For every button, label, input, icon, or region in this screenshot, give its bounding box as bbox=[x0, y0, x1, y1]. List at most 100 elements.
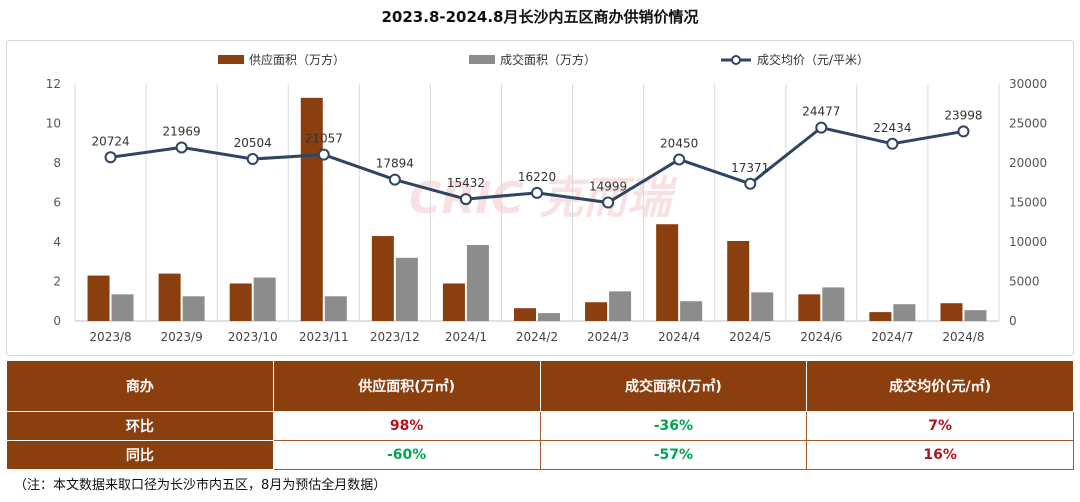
table-row: 环比 98% -36% 7% bbox=[6, 411, 1074, 441]
price-point bbox=[602, 196, 615, 209]
watermark: CRIC 克而瑞 bbox=[409, 173, 678, 224]
x-tick-label: 2024/2 bbox=[516, 330, 558, 344]
x-tick-label: 2024/7 bbox=[871, 330, 913, 344]
bar-supply bbox=[585, 302, 608, 321]
bar-supply bbox=[158, 273, 181, 321]
x-tick-label: 2023/9 bbox=[161, 330, 203, 344]
bar-supply bbox=[514, 308, 536, 321]
legend-swatch-deal bbox=[469, 55, 495, 64]
table-row: 同比 -60% -57% 16% bbox=[6, 440, 1074, 470]
bar-supply bbox=[798, 294, 821, 321]
bar-supply bbox=[442, 283, 465, 321]
legend-marker-price bbox=[731, 55, 741, 65]
price-point bbox=[246, 153, 259, 166]
x-tick-label: 2024/3 bbox=[587, 330, 629, 344]
bar-deal bbox=[751, 292, 774, 321]
bar-deal bbox=[324, 296, 347, 321]
y-left-tick-label: 10 bbox=[46, 117, 61, 131]
price-data-label: 14999 bbox=[589, 180, 627, 194]
price-point bbox=[388, 173, 401, 186]
price-point bbox=[175, 141, 188, 154]
price-data-label: 24477 bbox=[802, 105, 840, 119]
legend-swatch-supply bbox=[218, 55, 244, 64]
y-right-tick-label: 25000 bbox=[1009, 117, 1047, 131]
bar-supply bbox=[371, 236, 394, 321]
table-header-cell: 供应面积(万㎡) bbox=[272, 360, 541, 412]
footnote: （注：本文数据来取口径为长沙市内五区，8月为预估全月数据） bbox=[14, 478, 387, 493]
price-data-label: 22434 bbox=[873, 121, 911, 135]
table-header-cell: 成交面积(万㎡) bbox=[539, 360, 808, 412]
bar-supply bbox=[656, 224, 679, 321]
price-point bbox=[957, 125, 970, 138]
bar-supply bbox=[940, 303, 963, 321]
chart-title: 2023.8-2024.8月长沙内五区商办供销价情况 bbox=[381, 8, 699, 26]
bar-deal bbox=[538, 313, 560, 321]
price-data-label: 20724 bbox=[91, 134, 129, 148]
row-label-yoy: 同比 bbox=[6, 440, 274, 470]
y-right-tick-label: 20000 bbox=[1009, 156, 1047, 170]
x-tick-label: 2024/6 bbox=[800, 330, 842, 344]
price-data-label: 17371 bbox=[731, 161, 769, 175]
x-tick-label: 2023/10 bbox=[228, 330, 278, 344]
x-tick-label: 2024/4 bbox=[658, 330, 700, 344]
table-cell: 7% bbox=[806, 411, 1074, 441]
bar-deal bbox=[111, 294, 134, 321]
x-tick-label: 2023/12 bbox=[370, 330, 420, 344]
bar-deal bbox=[466, 244, 489, 321]
y-right-tick-label: 5000 bbox=[1009, 275, 1040, 289]
y-left-tick-label: 6 bbox=[53, 196, 61, 210]
bar-deal bbox=[964, 310, 987, 321]
y-right-tick-label: 30000 bbox=[1009, 77, 1047, 91]
price-point bbox=[815, 121, 828, 134]
price-point bbox=[531, 186, 543, 199]
bar-supply bbox=[229, 283, 252, 321]
y-left-tick-label: 8 bbox=[53, 156, 61, 170]
row-label-mom: 环比 bbox=[6, 411, 274, 441]
bar-deal bbox=[822, 287, 845, 321]
price-data-label: 20504 bbox=[234, 136, 272, 150]
x-tick-label: 2023/11 bbox=[299, 330, 349, 344]
y-left-tick-label: 0 bbox=[53, 314, 61, 328]
y-left-tick-label: 12 bbox=[46, 77, 61, 91]
bar-supply bbox=[87, 275, 110, 321]
price-data-label: 23998 bbox=[944, 108, 982, 122]
y-left-tick-label: 4 bbox=[53, 235, 61, 249]
table-cell: 16% bbox=[806, 440, 1074, 470]
table-cell: 98% bbox=[272, 411, 541, 441]
price-point bbox=[104, 151, 117, 164]
table-header-cell: 成交均价(元/㎡) bbox=[806, 360, 1074, 412]
y-right-tick-label: 10000 bbox=[1009, 235, 1047, 249]
x-tick-label: 2024/5 bbox=[729, 330, 771, 344]
bar-deal bbox=[609, 291, 632, 321]
table-header-cell: 商办 bbox=[6, 360, 274, 412]
price-point bbox=[459, 193, 472, 206]
table-cell: -60% bbox=[272, 440, 541, 470]
x-tick-label: 2024/1 bbox=[445, 330, 487, 344]
price-point bbox=[886, 137, 899, 150]
legend-label-supply: 供应面积（万方） bbox=[249, 52, 345, 67]
bar-deal bbox=[395, 257, 418, 321]
legend-label-price: 成交均价（元/平米） bbox=[757, 52, 869, 67]
y-right-tick-label: 0 bbox=[1009, 314, 1017, 328]
bar-deal bbox=[182, 296, 205, 321]
price-point bbox=[744, 177, 757, 190]
table-header-row: 商办 供应面积(万㎡) 成交面积(万㎡) 成交均价(元/㎡) bbox=[6, 360, 1074, 412]
price-point bbox=[673, 153, 686, 166]
price-data-label: 17894 bbox=[376, 157, 414, 171]
table-cell: -57% bbox=[539, 440, 808, 470]
price-data-label: 16220 bbox=[518, 170, 556, 184]
price-data-label: 21057 bbox=[305, 132, 343, 146]
legend-label-deal: 成交面积（万方） bbox=[500, 52, 596, 67]
bar-deal bbox=[680, 301, 703, 321]
bar-deal bbox=[893, 304, 916, 321]
y-left-tick-label: 2 bbox=[53, 275, 61, 289]
bar-deal bbox=[253, 277, 276, 321]
x-tick-label: 2024/8 bbox=[942, 330, 984, 344]
bar-supply bbox=[727, 241, 750, 321]
table-cell: -36% bbox=[539, 411, 808, 441]
combo-chart: CRIC 克而瑞 0 2 4 6 8 10 12 0 5000 10000 15000 20000 250… bbox=[46, 52, 1047, 344]
chart-panel: CRIC 克而瑞 0 2 4 6 8 10 12 0 5000 10000 15000 20000 250… bbox=[6, 40, 1074, 356]
price-data-label: 15432 bbox=[447, 176, 485, 190]
price-data-label: 20450 bbox=[660, 136, 698, 150]
bar-supply bbox=[869, 312, 892, 321]
